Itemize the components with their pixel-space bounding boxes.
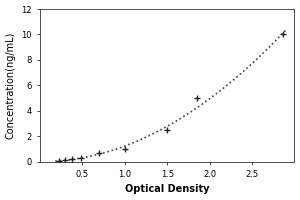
- Y-axis label: Concentration(ng/mL): Concentration(ng/mL): [6, 32, 16, 139]
- X-axis label: Optical Density: Optical Density: [125, 184, 209, 194]
